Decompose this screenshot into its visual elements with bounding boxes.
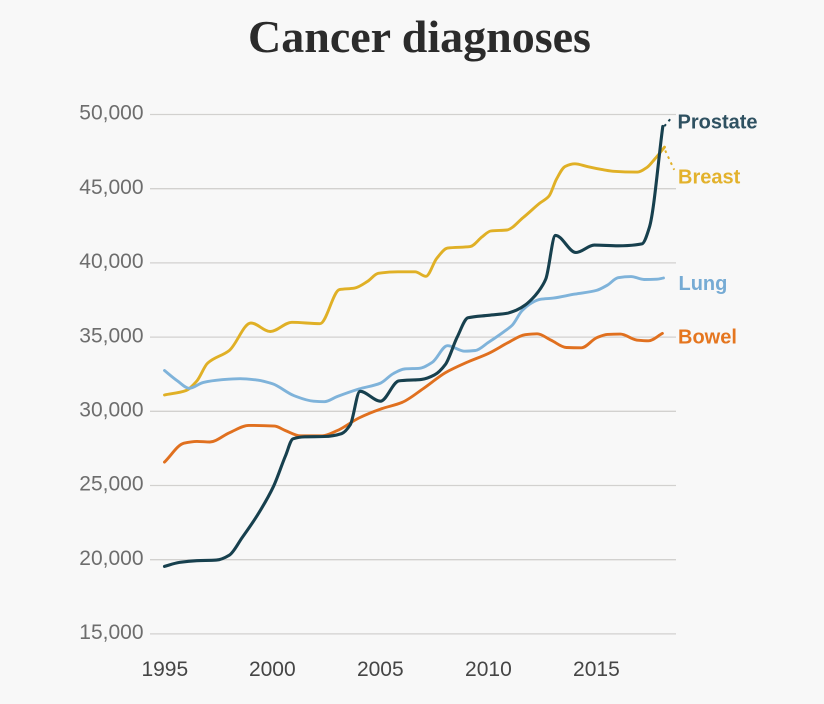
svg-text:Prostate: Prostate — [678, 112, 758, 134]
svg-text:50,000: 50,000 — [79, 102, 143, 125]
svg-text:40,000: 40,000 — [79, 250, 143, 273]
svg-text:2000: 2000 — [249, 658, 296, 681]
svg-text:45,000: 45,000 — [79, 176, 143, 199]
svg-text:2005: 2005 — [357, 658, 404, 681]
svg-text:25,000: 25,000 — [79, 473, 143, 496]
svg-text:2015: 2015 — [573, 658, 620, 681]
svg-text:2010: 2010 — [465, 658, 512, 681]
svg-text:15,000: 15,000 — [79, 621, 143, 644]
svg-text:1995: 1995 — [141, 658, 188, 681]
svg-text:35,000: 35,000 — [79, 324, 143, 347]
svg-text:30,000: 30,000 — [79, 399, 143, 422]
svg-text:Breast: Breast — [678, 167, 741, 189]
svg-text:Bowel: Bowel — [678, 327, 737, 349]
svg-text:Lung: Lung — [679, 273, 728, 295]
svg-text:20,000: 20,000 — [79, 547, 143, 570]
